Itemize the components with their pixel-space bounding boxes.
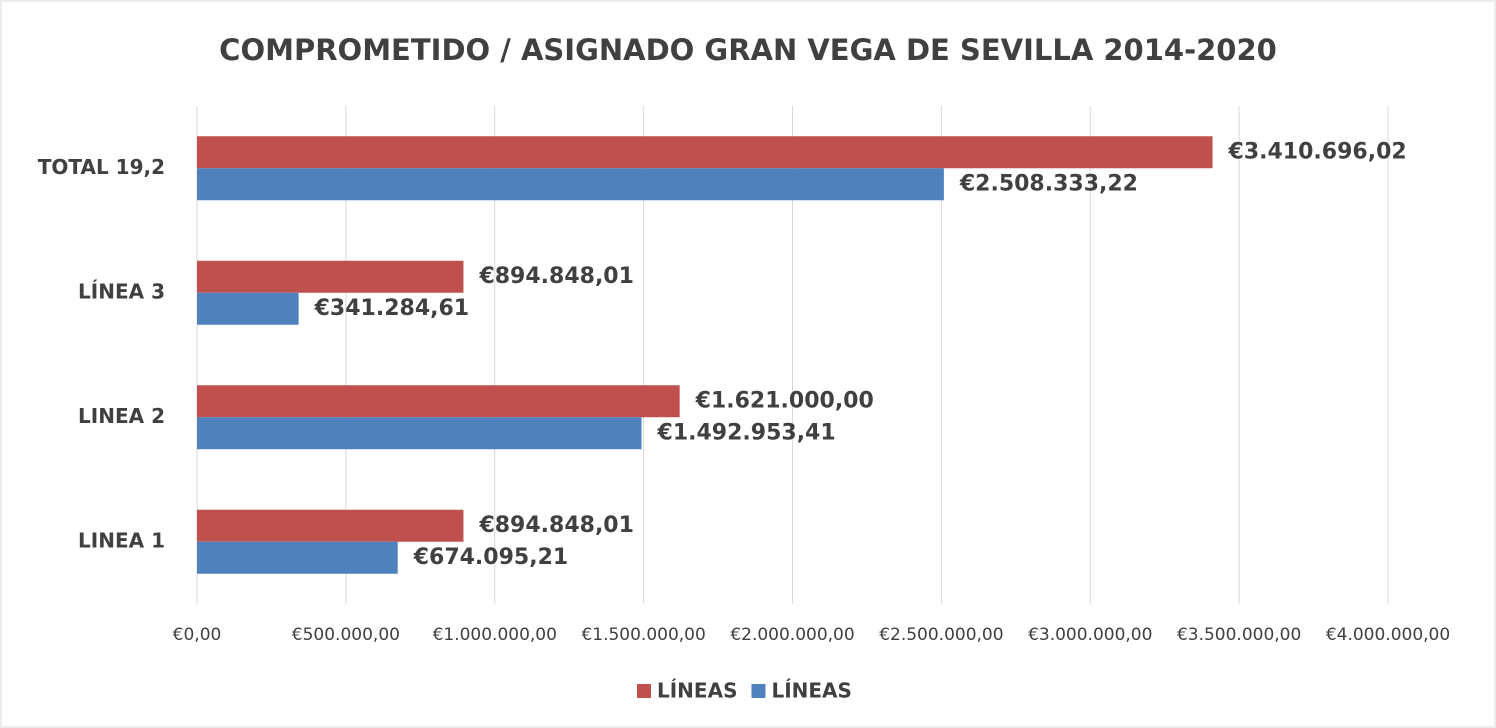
y-tick-label: LÍNEA 3 [78, 279, 165, 303]
value-label: €674.095,21 [413, 545, 568, 570]
bar [197, 385, 680, 418]
value-label: €894.848,01 [478, 513, 633, 538]
bar [197, 168, 944, 201]
y-tick-label: LINEA 1 [78, 528, 165, 552]
bar [197, 509, 464, 542]
y-tick-label: LINEA 2 [78, 404, 165, 428]
value-label: €894.848,01 [478, 264, 633, 289]
value-label: €341.284,61 [314, 296, 469, 321]
bar [197, 136, 1213, 169]
legend-swatch [637, 684, 651, 698]
legend-label: LÍNEAS [657, 679, 737, 703]
x-tick-label: €4.000.000,00 [1326, 625, 1450, 645]
legend-label: LÍNEAS [771, 679, 851, 703]
x-tick-label: €3.000.000,00 [1028, 625, 1152, 645]
chart-title: COMPROMETIDO / ASIGNADO GRAN VEGA DE SEV… [219, 33, 1277, 67]
x-tick-label: €0,00 [173, 625, 222, 645]
x-tick-label: €2.500.000,00 [879, 625, 1003, 645]
legend-swatch [751, 684, 766, 698]
y-tick-label: TOTAL 19,2 [38, 155, 165, 179]
x-tick-label: €2.000.000,00 [730, 625, 854, 645]
value-label: €2.508.333,22 [959, 171, 1138, 196]
bar [197, 541, 398, 574]
bar [197, 417, 642, 450]
value-label: €1.621.000,00 [695, 388, 874, 413]
value-label: €3.410.696,02 [1228, 139, 1407, 164]
x-tick-label: €3.500.000,00 [1177, 625, 1301, 645]
value-label: €1.492.953,41 [657, 420, 836, 445]
x-tick-label: €1.000.000,00 [433, 625, 557, 645]
bar [197, 260, 464, 293]
x-tick-label: €500.000,00 [292, 625, 400, 645]
bar [197, 292, 299, 325]
x-tick-label: €1.500.000,00 [581, 625, 705, 645]
